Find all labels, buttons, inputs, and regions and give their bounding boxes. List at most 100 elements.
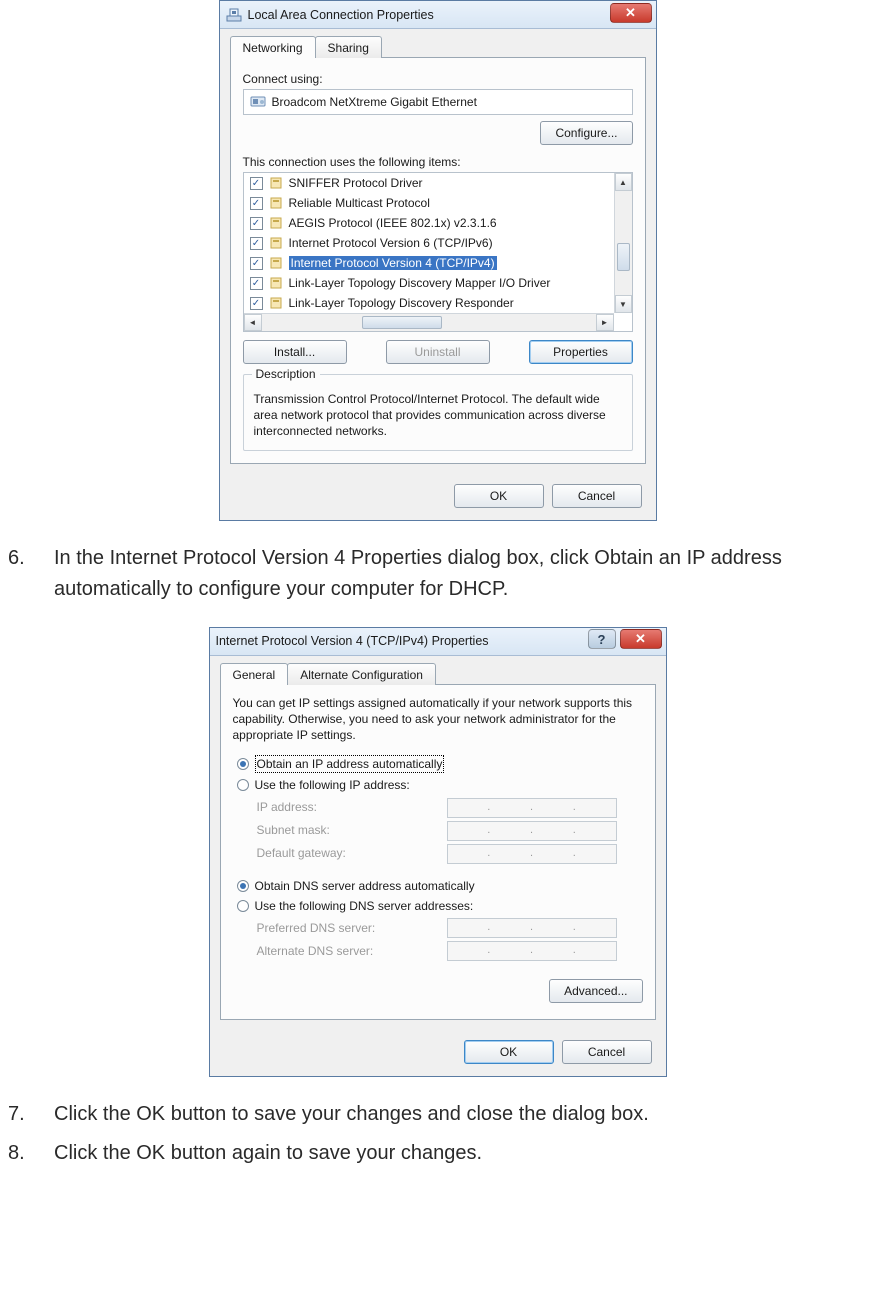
tab-networking[interactable]: Networking (230, 36, 316, 58)
window-title: Internet Protocol Version 4 (TCP/IPv4) P… (216, 634, 489, 648)
intro-text: You can get IP settings assigned automat… (233, 695, 643, 744)
list-item[interactable]: ✓Link-Layer Topology Discovery Responder (244, 293, 614, 313)
scroll-left-icon[interactable]: ◄ (244, 314, 262, 331)
scroll-right-icon[interactable]: ► (596, 314, 614, 331)
cancel-button[interactable]: Cancel (552, 484, 642, 508)
radio-icon (237, 880, 249, 892)
preferred-dns-field: ... (447, 918, 617, 938)
dialog-button-bar: OK Cancel (220, 474, 656, 520)
uninstall-button[interactable]: Uninstall (386, 340, 490, 364)
checkbox-icon[interactable]: ✓ (250, 257, 263, 270)
adapter-field[interactable]: Broadcom NetXtreme Gigabit Ethernet (243, 89, 633, 115)
scroll-down-icon[interactable]: ▼ (615, 295, 632, 313)
close-button[interactable]: ✕ (620, 629, 662, 649)
scroll-thumb-h[interactable] (362, 316, 442, 329)
radio-icon (237, 779, 249, 791)
tabstrip: General Alternate Configuration (210, 656, 666, 684)
list-item[interactable]: ✓ Link-Layer Topology Discovery Mapper I/… (244, 273, 614, 293)
protocol-icon (269, 256, 283, 270)
list-item[interactable]: ✓ Internet Protocol Version 4 (TCP/IPv4) (244, 253, 614, 273)
protocol-icon (269, 196, 283, 210)
subnet-mask-label: Subnet mask: (257, 822, 330, 838)
step-number: 6. (8, 543, 54, 574)
list-item[interactable]: ✓ AEGIS Protocol (IEEE 802.1x) v2.3.1.6 (244, 213, 614, 233)
ip-address-label: IP address: (257, 799, 317, 815)
adapter-name: Broadcom NetXtreme Gigabit Ethernet (272, 95, 477, 109)
description-text: Transmission Control Protocol/Internet P… (254, 391, 622, 440)
description-group: Description Transmission Control Protoco… (243, 374, 633, 451)
subnet-mask-field: ... (447, 821, 617, 841)
step-8: 8.Click the OK button again to save your… (8, 1138, 867, 1169)
description-legend: Description (252, 367, 320, 381)
horizontal-scrollbar[interactable]: ◄ ► (244, 313, 614, 331)
window-title: Local Area Connection Properties (248, 8, 434, 22)
close-button[interactable]: ✕ (610, 3, 652, 23)
network-adapter-icon (226, 7, 242, 23)
step-6: 6.In the Internet Protocol Version 4 Pro… (8, 543, 867, 605)
list-item-label: Link-Layer Topology Discovery Mapper I/O… (289, 276, 551, 290)
list-item-label: Internet Protocol Version 4 (TCP/IPv4) (289, 256, 497, 270)
protocol-icon (269, 216, 283, 230)
tab-page: You can get IP settings assigned automat… (220, 684, 656, 1020)
list-item-label: Reliable Multicast Protocol (289, 196, 430, 210)
checkbox-icon[interactable]: ✓ (250, 237, 263, 250)
checkbox-icon[interactable]: ✓ (250, 197, 263, 210)
radio-use-dns[interactable]: Use the following DNS server addresses: (237, 898, 643, 914)
radio-icon (237, 758, 249, 770)
radio-label: Use the following IP address: (255, 777, 410, 793)
radio-label: Obtain DNS server address automatically (255, 878, 475, 894)
properties-button[interactable]: Properties (529, 340, 633, 364)
ok-button[interactable]: OK (464, 1040, 554, 1064)
nic-icon (250, 94, 266, 110)
list-item-label: AEGIS Protocol (IEEE 802.1x) v2.3.1.6 (289, 216, 497, 230)
step-number: 8. (8, 1138, 54, 1169)
checkbox-icon[interactable]: ✓ (250, 297, 263, 310)
gateway-label: Default gateway: (257, 845, 346, 861)
radio-obtain-dns-auto[interactable]: Obtain DNS server address automatically (237, 878, 643, 894)
protocol-icon (269, 236, 283, 250)
tab-sharing[interactable]: Sharing (315, 36, 382, 58)
tab-general[interactable]: General (220, 663, 289, 685)
checkbox-icon[interactable]: ✓ (250, 217, 263, 230)
radio-label: Obtain an IP address automatically (255, 755, 445, 773)
gateway-field: ... (447, 844, 617, 864)
connect-using-label: Connect using: (243, 72, 633, 86)
protocol-icon (269, 276, 283, 290)
items-label: This connection uses the following items… (243, 155, 633, 169)
list-item[interactable]: ✓Internet Protocol Version 6 (TCP/IPv6) (244, 233, 614, 253)
list-item-label: SNIFFER Protocol Driver (289, 176, 423, 190)
preferred-dns-label: Preferred DNS server: (257, 920, 376, 936)
protocol-icon (269, 296, 283, 310)
radio-use-ip[interactable]: Use the following IP address: (237, 777, 643, 793)
scroll-up-icon[interactable]: ▲ (615, 173, 632, 191)
ip-address-field: ... (447, 798, 617, 818)
configure-button[interactable]: Configure... (540, 121, 632, 145)
titlebar[interactable]: Local Area Connection Properties ✕ (220, 1, 656, 29)
checkbox-icon[interactable]: ✓ (250, 177, 263, 190)
vertical-scrollbar[interactable]: ▲ ▼ (614, 173, 632, 313)
radio-obtain-ip-auto[interactable]: Obtain an IP address automatically (237, 755, 643, 773)
dialog-button-bar: OK Cancel (210, 1030, 666, 1076)
tab-alternate[interactable]: Alternate Configuration (287, 663, 436, 685)
radio-label: Use the following DNS server addresses: (255, 898, 474, 914)
step-number: 7. (8, 1099, 54, 1130)
tab-page: Connect using: Broadcom NetXtreme Gigabi… (230, 57, 646, 464)
help-button[interactable]: ? (588, 629, 616, 649)
lan-properties-window: Local Area Connection Properties ✕ Netwo… (219, 0, 657, 521)
advanced-button[interactable]: Advanced... (549, 979, 642, 1003)
install-button[interactable]: Install... (243, 340, 347, 364)
alternate-dns-field: ... (447, 941, 617, 961)
cancel-button[interactable]: Cancel (562, 1040, 652, 1064)
ok-button[interactable]: OK (454, 484, 544, 508)
protocol-icon (269, 176, 283, 190)
titlebar[interactable]: Internet Protocol Version 4 (TCP/IPv4) P… (210, 628, 666, 656)
tabstrip: Networking Sharing (220, 29, 656, 57)
scroll-thumb[interactable] (617, 243, 630, 271)
list-item[interactable]: ✓ Reliable Multicast Protocol (244, 193, 614, 213)
step-7: 7.Click the OK button to save your chang… (8, 1099, 867, 1130)
radio-icon (237, 900, 249, 912)
checkbox-icon[interactable]: ✓ (250, 277, 263, 290)
list-item[interactable]: ✓ SNIFFER Protocol Driver (244, 173, 614, 193)
connection-items-list[interactable]: ✓ SNIFFER Protocol Driver ✓ Reliable Multic… (243, 172, 633, 332)
alternate-dns-label: Alternate DNS server: (257, 943, 374, 959)
